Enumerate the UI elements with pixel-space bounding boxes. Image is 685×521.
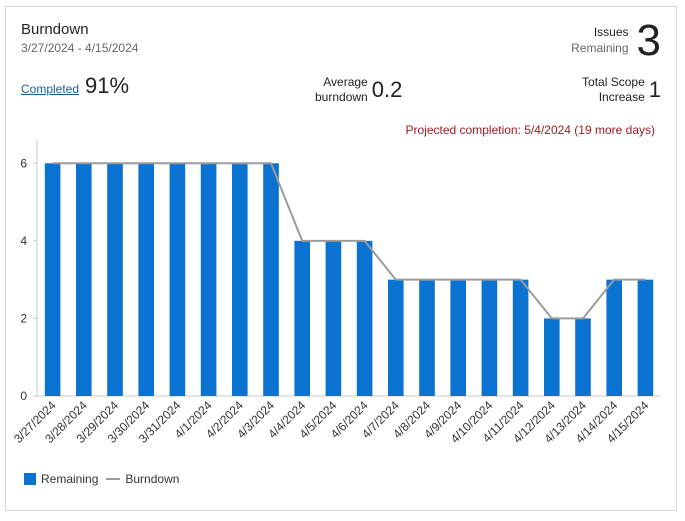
bar-remaining[interactable] [356, 240, 373, 396]
average-burndown-metric: Average burndown 0.2 [315, 75, 402, 105]
completed-metric: Completed 91% [21, 73, 129, 99]
bar-remaining[interactable] [169, 163, 186, 396]
bar-remaining[interactable] [606, 279, 622, 396]
total-scope-label: Total Scope [582, 75, 645, 89]
increase-label: Increase [598, 90, 645, 104]
completed-link[interactable]: Completed [21, 82, 80, 96]
y-tick-label: 0 [20, 389, 27, 403]
bar-remaining[interactable] [232, 163, 248, 396]
bar-remaining[interactable] [325, 240, 342, 396]
bar-remaining[interactable] [544, 318, 560, 396]
projected-completion: Projected completion: 5/4/2024 (19 more … [405, 123, 655, 137]
average-label: Average [323, 75, 368, 89]
bar-remaining[interactable] [44, 163, 61, 396]
bar-remaining[interactable] [263, 163, 279, 396]
average-burndown-label: Average burndown [315, 75, 368, 105]
legend-remaining-label[interactable]: Remaining [41, 472, 99, 486]
bar-remaining[interactable] [107, 163, 123, 396]
bar-remaining[interactable] [419, 279, 435, 396]
bar-remaining[interactable] [575, 318, 591, 396]
bar-remaining[interactable] [450, 279, 466, 396]
total-scope-increase-label: Total Scope Increase [582, 75, 645, 105]
chart-legend: Remaining Burndown [24, 472, 179, 486]
bar-remaining[interactable] [76, 163, 92, 396]
legend-remaining-swatch [24, 473, 36, 485]
y-tick-label: 4 [20, 234, 27, 248]
burndown-line[interactable] [52, 162, 646, 320]
issues-label: Issues [593, 25, 629, 39]
legend-burndown-swatch [106, 478, 121, 480]
issues-remaining-metric: Issues Remaining 3 [571, 16, 661, 65]
total-scope-increase-value: 1 [648, 77, 661, 102]
average-burndown-value: 0.2 [371, 77, 403, 102]
bar-remaining[interactable] [388, 279, 404, 396]
issues-remaining-labels: Issues Remaining [571, 24, 628, 56]
completed-value: 91% [85, 73, 130, 98]
legend-burndown-label[interactable]: Burndown [125, 472, 180, 486]
bar-remaining[interactable] [637, 279, 654, 396]
bar-remaining[interactable] [294, 240, 310, 396]
date-range: 3/27/2024 - 4/15/2024 [21, 41, 139, 55]
issues-remaining-value: 3 [636, 16, 661, 65]
bar-remaining[interactable] [138, 163, 154, 396]
widget-title: Burndown [21, 21, 89, 38]
burndown-label: burndown [315, 90, 368, 104]
y-tick-label: 2 [20, 311, 27, 325]
bar-remaining[interactable] [481, 279, 498, 396]
bar-remaining[interactable] [200, 163, 217, 396]
y-tick-label: 6 [20, 156, 27, 170]
total-scope-increase-metric: Total Scope Increase 1 [582, 75, 661, 105]
bar-remaining[interactable] [512, 279, 529, 396]
remaining-label: Remaining [571, 41, 629, 55]
